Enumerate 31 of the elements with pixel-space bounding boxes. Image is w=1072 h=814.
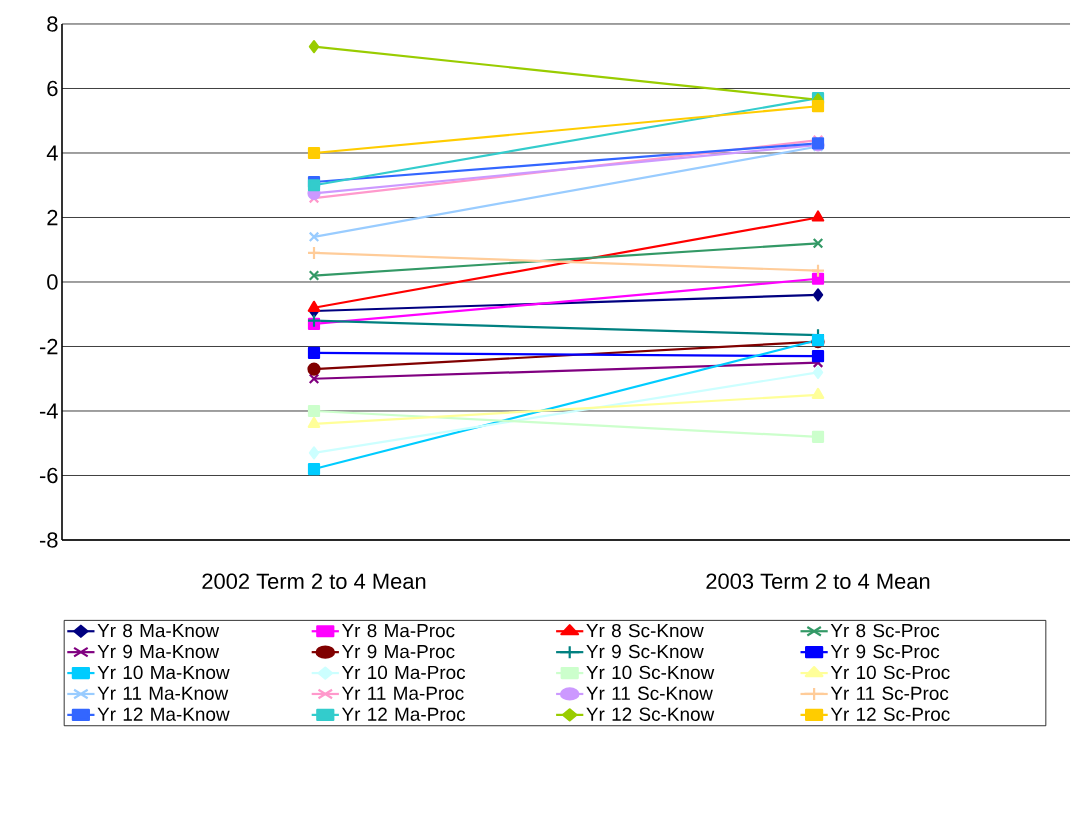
legend-label: Yr 12 Ma-Know <box>97 707 230 721</box>
legend-label: Yr 12 Sc-Know <box>586 707 715 721</box>
legend-label: Yr 11 Sc-Know <box>586 686 713 701</box>
legend-label: Yr 8 Sc-Proc <box>830 623 940 638</box>
legend-label: Yr 8 Ma-Proc <box>341 623 455 638</box>
legend-label: Yr 10 Sc-Know <box>586 665 715 680</box>
legend-label: Yr 8 Sc-Know <box>586 623 704 638</box>
x-tick-label: 2002 Term 2 to 4 Mean <box>202 573 426 590</box>
y-tick-label: 2 <box>47 209 58 226</box>
legend-label: Yr 12 Sc-Proc <box>830 707 950 721</box>
legend-label: Yr 11 Sc-Proc <box>830 686 949 701</box>
legend-label: Yr 10 Ma-Proc <box>341 665 466 680</box>
legend-label: Yr 9 Ma-Know <box>97 644 220 659</box>
y-tick-label: -8 <box>39 532 58 548</box>
legend-label: Yr 12 Ma-Proc <box>341 707 466 721</box>
legend-label: Yr 10 Sc-Proc <box>830 665 950 680</box>
y-tick-label: -6 <box>39 467 58 484</box>
legend-label: Yr 10 Ma-Know <box>97 665 230 680</box>
legend-label: Yr 11 Ma-Know <box>97 686 229 700</box>
y-tick-label: 6 <box>47 80 58 97</box>
legend-label: Yr 8 Ma-Know <box>97 623 220 638</box>
y-tick-label: -4 <box>39 403 58 419</box>
legend-label: Yr 9 Sc-Know <box>586 644 704 659</box>
y-tick-label: 4 <box>46 145 58 161</box>
y-tick-label: 8 <box>47 16 58 32</box>
x-tick-label: 2003 Term 2 to 4 Mean <box>706 573 930 590</box>
legend-label: Yr 9 Sc-Proc <box>830 644 940 659</box>
y-tick-label: -2 <box>39 338 58 355</box>
legend-label: Yr 9 Ma-Proc <box>341 644 455 659</box>
y-tick-label: 0 <box>47 274 58 290</box>
legend-label: Yr 11 Ma-Proc <box>341 686 464 700</box>
